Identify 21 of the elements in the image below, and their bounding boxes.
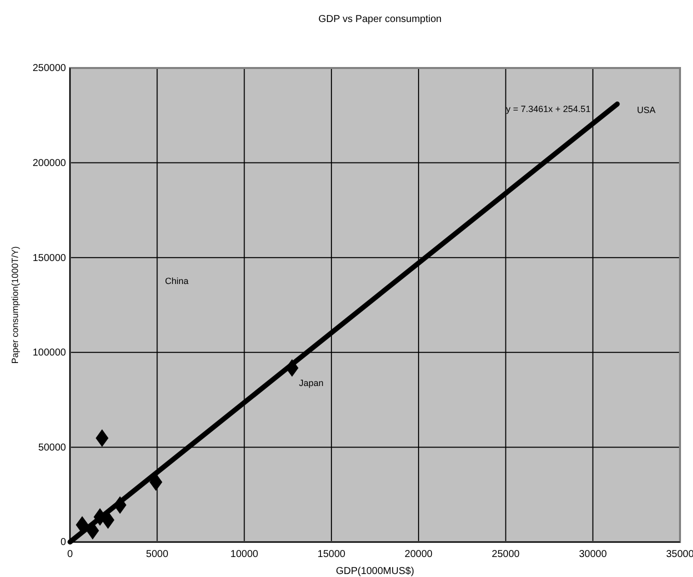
y-tick-label: 250000 (32, 63, 66, 74)
x-tick-label: 0 (67, 549, 74, 560)
annotation: y = 7.3461x + 254.51 (506, 104, 591, 114)
y-tick-label: 100000 (32, 348, 66, 359)
x-tick-label: 10000 (230, 549, 259, 560)
x-tick-label: 5000 (146, 549, 169, 560)
x-tick-label: 30000 (578, 549, 608, 560)
annotation: China (165, 276, 189, 286)
annotation: Japan (299, 378, 324, 388)
y-tick-label: 0 (60, 537, 66, 548)
x-tick-label: 20000 (404, 549, 433, 560)
y-tick-label: 150000 (32, 252, 66, 264)
x-axis-title: GDP(1000MUS$) (336, 566, 414, 577)
y-axis-title: Paper consumption(1000T/Y) (10, 246, 20, 364)
point (96, 429, 108, 447)
annotation: USA (637, 105, 656, 115)
x-tick-label: 15000 (318, 549, 346, 560)
x-tick-label: 25000 (492, 549, 520, 560)
y-tick-label: 200000 (32, 158, 66, 169)
chart-title: GDP vs Paper consumption (318, 14, 442, 25)
y-tick-label: 50000 (38, 442, 66, 454)
